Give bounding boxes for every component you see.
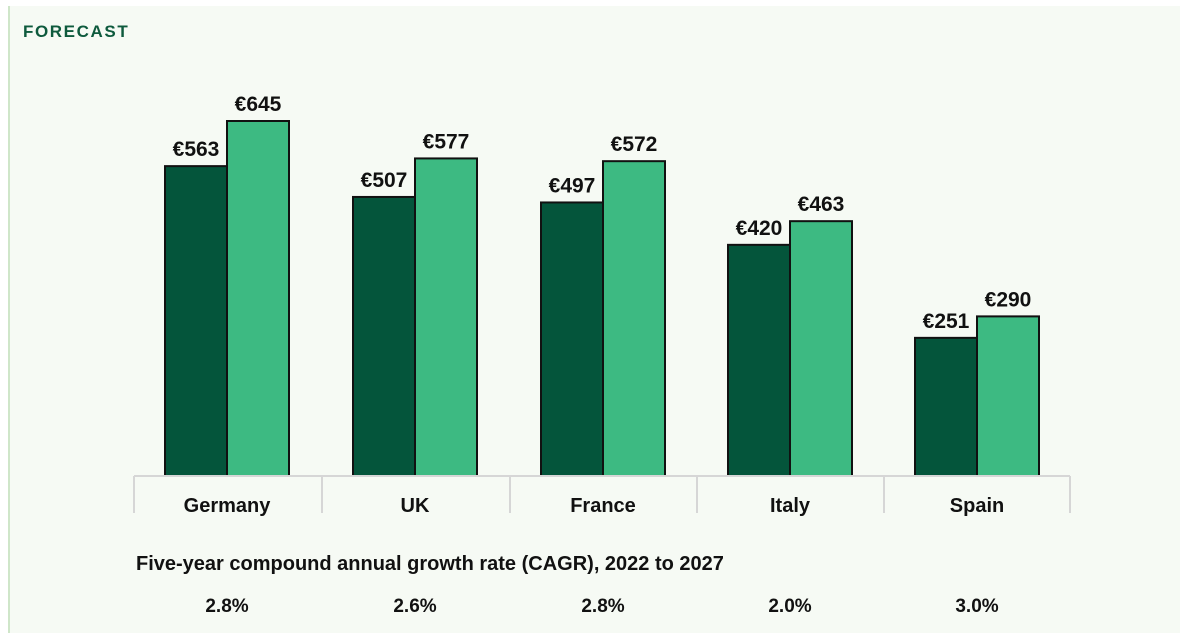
category-label: Germany bbox=[184, 495, 272, 517]
bar-france-second bbox=[602, 160, 666, 478]
category-label: France bbox=[570, 495, 636, 517]
cagr-spain: 3.0% bbox=[955, 596, 999, 617]
data-label: €290 bbox=[985, 288, 1032, 311]
bar-spain-second bbox=[976, 315, 1040, 477]
data-label: €572 bbox=[611, 133, 658, 156]
bar-france-first bbox=[540, 201, 604, 477]
forecast-heading: FORECAST bbox=[23, 22, 130, 41]
bar-uk-second bbox=[414, 157, 478, 477]
category-label: UK bbox=[401, 495, 430, 517]
data-label: €463 bbox=[798, 193, 845, 216]
data-label: €251 bbox=[923, 310, 970, 333]
data-label: €507 bbox=[361, 169, 408, 192]
bar-germany-second bbox=[226, 120, 290, 477]
category-label: Spain bbox=[950, 495, 1004, 517]
category-label: Italy bbox=[770, 495, 811, 517]
data-label: €497 bbox=[549, 174, 596, 197]
bar-italy-second bbox=[789, 220, 853, 477]
data-label: €645 bbox=[235, 93, 282, 116]
data-label: €563 bbox=[173, 138, 220, 161]
cagr-germany: 2.8% bbox=[205, 596, 249, 617]
cagr-france: 2.8% bbox=[581, 596, 625, 617]
cagr-uk: 2.6% bbox=[393, 596, 437, 617]
bar-germany-first bbox=[164, 165, 228, 478]
data-label: €577 bbox=[423, 130, 470, 153]
bar-uk-first bbox=[352, 195, 416, 477]
bar-italy-first bbox=[727, 243, 791, 477]
data-label: €420 bbox=[736, 217, 783, 240]
cagr-title: Five-year compound annual growth rate (C… bbox=[136, 553, 724, 575]
cagr-italy: 2.0% bbox=[768, 596, 812, 617]
bar-spain-first bbox=[914, 336, 978, 478]
